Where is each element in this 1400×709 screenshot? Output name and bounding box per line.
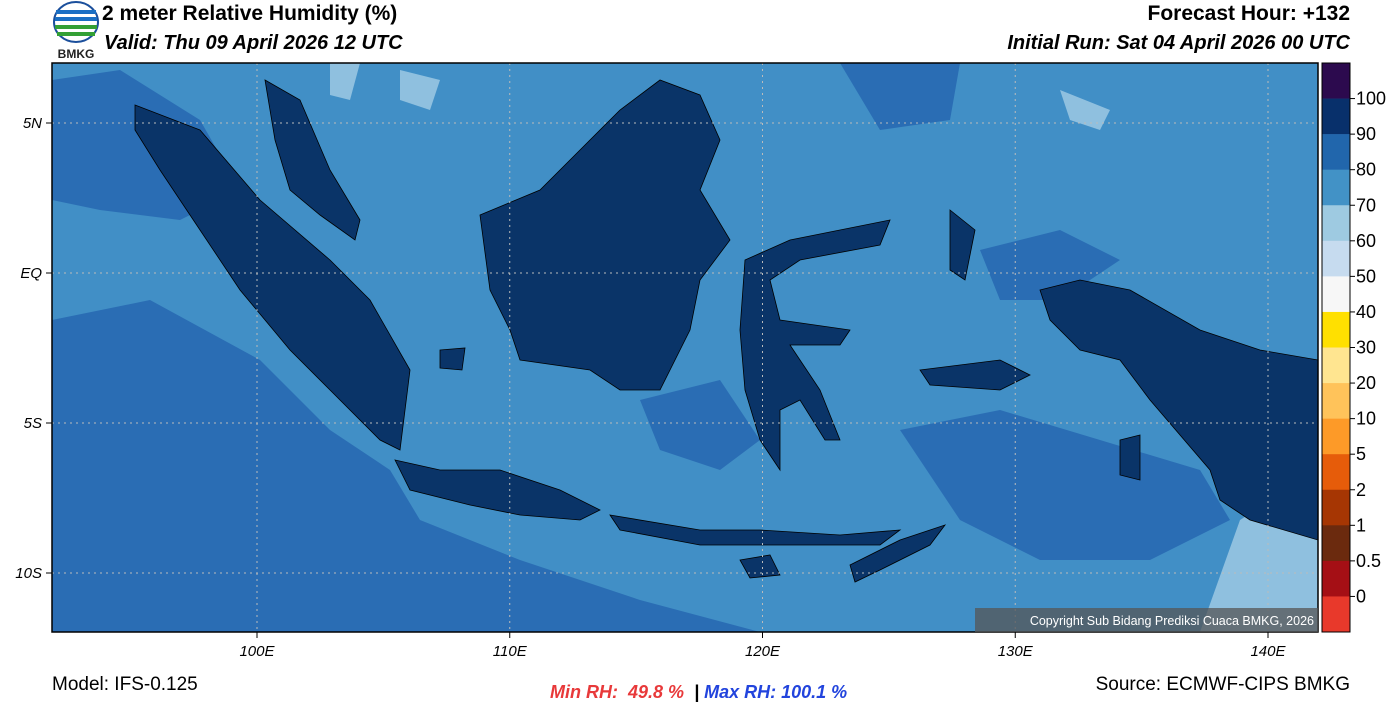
color-box (1322, 454, 1350, 491)
copyright-box (975, 608, 1318, 632)
color-box (1322, 276, 1350, 313)
lon-label: 110E (493, 643, 528, 660)
initial-run: Initial Run: Sat 04 April 2026 00 UTC (1007, 32, 1350, 54)
separator: | (694, 682, 700, 702)
colorbar-label: 60 (1356, 231, 1376, 251)
valid-time: Valid: Thu 09 April 2026 12 UTC (104, 32, 403, 54)
color-box (1322, 418, 1350, 455)
map-frame (51, 62, 1319, 633)
color-box (1322, 347, 1350, 384)
grid (52, 63, 1318, 632)
colorbar-label: 70 (1356, 195, 1376, 215)
lon-label: 100E (239, 643, 275, 660)
color-box (1322, 525, 1350, 562)
colorbar-label: 90 (1356, 124, 1376, 144)
logo: BMKG (53, 1, 99, 61)
source: Source: ECMWF-CIPS BMKG (1095, 674, 1350, 695)
color-box (1322, 383, 1350, 419)
humid-ocean (52, 63, 1230, 632)
logo-text: BMKG (58, 47, 95, 61)
color-box (1322, 205, 1350, 242)
title: 2 meter Relative Humidity (%) (102, 2, 398, 25)
colorbar-label: 40 (1356, 302, 1376, 322)
color-box (1322, 169, 1350, 206)
lon-label: 130E (998, 643, 1034, 660)
map (52, 63, 1318, 632)
colorbar: 100 90 80 70 60 50 40 30 20 10 5 2 1 0.5 0 (1321, 62, 1386, 633)
model: Model: IFS-0.125 (52, 674, 198, 695)
colorbar-label: 1 (1356, 515, 1366, 535)
color-box (1322, 311, 1350, 348)
colorbar-label: 0.5 (1356, 551, 1381, 571)
color-box (1322, 63, 1350, 99)
rh-range: Min RH: 49.8 % | Max RH: 100.1 % (540, 661, 847, 703)
colorbar-label: 20 (1356, 373, 1376, 393)
lon-label: 140E (1250, 643, 1286, 660)
lon-label: 120E (745, 643, 781, 660)
axes: 5N EQ 5S 10S 100E 110E 120E 130E 140E (15, 115, 1286, 660)
colorbar-label: 100 (1356, 89, 1386, 109)
max-rh: Max RH: 100.1 % (704, 682, 848, 702)
colorbar-label: 80 (1356, 160, 1376, 180)
min-rh: Min RH: 49.8 % (550, 682, 685, 702)
land (134, 79, 1318, 583)
colorbar-label: 0 (1356, 586, 1366, 606)
colorbar-label: 30 (1356, 338, 1376, 358)
color-box (1322, 596, 1350, 633)
colorbar-label: 2 (1356, 480, 1366, 500)
colorbar-label: 10 (1356, 409, 1376, 429)
copyright: Copyright Sub Bidang Prediksi Cuaca BMKG… (1030, 614, 1314, 628)
lat-label: 5S (24, 415, 42, 432)
color-box (1322, 134, 1350, 170)
color-box (1322, 489, 1350, 526)
color-box (1322, 98, 1350, 135)
colorbar-label: 50 (1356, 266, 1376, 286)
color-box (1322, 560, 1350, 597)
colorbar-label: 5 (1356, 444, 1366, 464)
lat-label: 10S (15, 565, 42, 582)
color-box (1322, 240, 1350, 277)
lat-label: EQ (20, 265, 42, 282)
forecast-hour: Forecast Hour: +132 (1147, 2, 1351, 25)
lat-label: 5N (23, 115, 42, 132)
